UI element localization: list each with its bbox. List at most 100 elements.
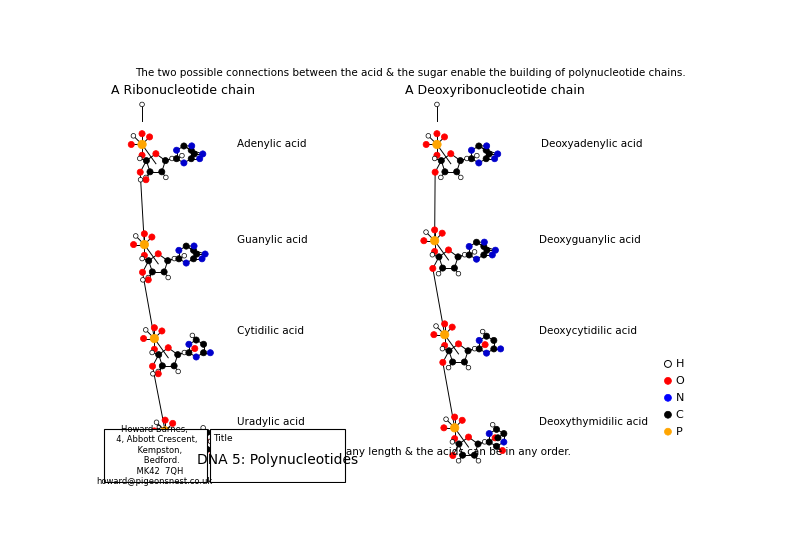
Circle shape [128, 141, 134, 148]
Circle shape [442, 169, 448, 175]
Circle shape [490, 337, 497, 344]
Circle shape [426, 134, 430, 138]
Circle shape [186, 350, 192, 356]
Circle shape [166, 463, 172, 469]
Circle shape [450, 424, 459, 432]
Circle shape [182, 455, 188, 462]
Circle shape [430, 266, 436, 272]
Text: Deoxycytidilic acid: Deoxycytidilic acid [539, 326, 638, 336]
Circle shape [150, 350, 154, 355]
Circle shape [150, 334, 158, 343]
Text: Deoxyguanylic acid: Deoxyguanylic acid [539, 235, 641, 245]
Text: A Deoxyribonucleotide chain: A Deoxyribonucleotide chain [405, 84, 585, 97]
Circle shape [190, 247, 197, 254]
Circle shape [159, 328, 165, 334]
Circle shape [495, 435, 501, 441]
Circle shape [490, 422, 495, 427]
Circle shape [494, 151, 501, 157]
Circle shape [455, 254, 461, 260]
Circle shape [166, 275, 170, 280]
Circle shape [466, 365, 470, 370]
Circle shape [155, 251, 162, 257]
Circle shape [170, 156, 174, 161]
Circle shape [186, 444, 192, 450]
Text: A Ribonucleotide chain: A Ribonucleotide chain [111, 84, 255, 97]
Circle shape [448, 150, 454, 157]
Circle shape [468, 156, 474, 162]
Circle shape [176, 369, 181, 374]
Circle shape [466, 252, 472, 258]
Circle shape [665, 394, 671, 401]
Circle shape [449, 324, 455, 330]
Circle shape [138, 156, 142, 161]
Circle shape [161, 443, 165, 447]
Circle shape [665, 411, 671, 418]
Circle shape [140, 256, 145, 261]
Circle shape [499, 447, 506, 453]
Circle shape [191, 151, 198, 157]
Circle shape [481, 243, 487, 250]
Circle shape [438, 175, 443, 180]
Circle shape [139, 269, 146, 275]
Circle shape [438, 157, 444, 163]
Circle shape [465, 348, 471, 354]
Circle shape [476, 143, 482, 149]
Circle shape [201, 341, 206, 348]
Circle shape [431, 227, 438, 233]
Circle shape [176, 437, 182, 443]
Circle shape [197, 156, 202, 162]
Circle shape [482, 239, 487, 245]
Circle shape [155, 371, 162, 377]
Circle shape [197, 442, 202, 448]
Circle shape [456, 441, 462, 447]
Circle shape [440, 346, 445, 351]
Circle shape [450, 359, 456, 365]
Circle shape [476, 346, 482, 352]
Circle shape [472, 250, 477, 254]
Circle shape [436, 254, 442, 260]
Circle shape [151, 346, 158, 352]
Circle shape [182, 254, 186, 258]
Circle shape [189, 143, 195, 149]
Circle shape [456, 458, 461, 463]
Text: H: H [676, 359, 684, 369]
Circle shape [492, 435, 498, 441]
Circle shape [162, 157, 169, 163]
Circle shape [451, 265, 458, 271]
Circle shape [140, 102, 144, 107]
Circle shape [163, 175, 168, 180]
Circle shape [486, 151, 492, 157]
Circle shape [207, 350, 214, 356]
Circle shape [455, 341, 462, 347]
Circle shape [171, 363, 177, 369]
Circle shape [433, 140, 441, 149]
Bar [103, 430, 207, 482]
Text: O: O [676, 376, 685, 386]
Circle shape [141, 277, 145, 282]
Circle shape [161, 269, 167, 275]
Circle shape [451, 435, 458, 441]
Circle shape [159, 363, 166, 369]
Circle shape [144, 175, 148, 180]
Circle shape [141, 336, 146, 342]
Circle shape [431, 248, 438, 255]
Circle shape [466, 434, 472, 440]
Circle shape [181, 160, 187, 166]
Text: The chains can be any length & the acids can be in any order.: The chains can be any length & the acids… [249, 447, 571, 457]
Circle shape [202, 438, 209, 444]
Circle shape [472, 346, 477, 351]
Text: P: P [676, 427, 682, 437]
Circle shape [154, 420, 159, 425]
Circle shape [424, 230, 428, 235]
Circle shape [486, 431, 492, 437]
Circle shape [201, 426, 206, 430]
Circle shape [486, 439, 492, 445]
Text: C: C [676, 410, 683, 420]
Circle shape [176, 247, 182, 254]
Circle shape [170, 420, 176, 426]
Circle shape [665, 377, 671, 384]
Text: Title: Title [213, 434, 233, 443]
Circle shape [131, 134, 136, 138]
Circle shape [190, 333, 194, 338]
Circle shape [442, 321, 448, 327]
